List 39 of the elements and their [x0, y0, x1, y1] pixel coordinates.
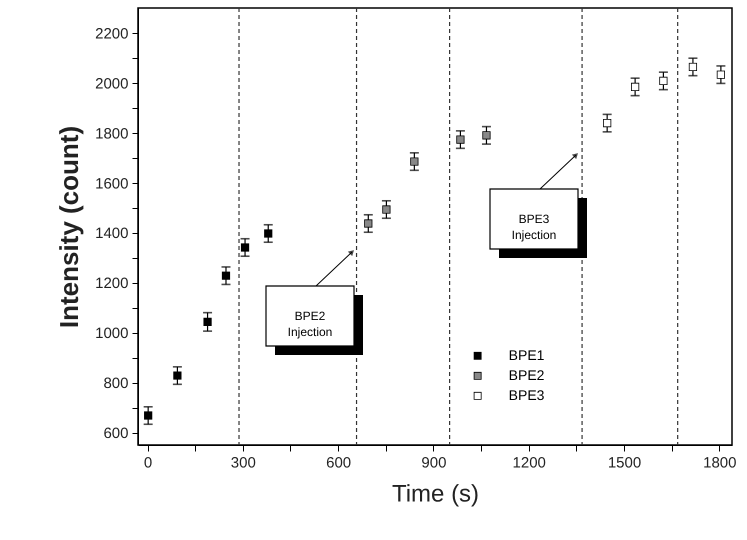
annotation: BPE3 Injection	[512, 212, 556, 242]
point	[631, 82, 640, 92]
point	[482, 131, 491, 140]
y-axis-title: Intensity (count)	[54, 126, 84, 328]
y-tick-label: 1000	[95, 325, 128, 342]
point	[173, 371, 182, 380]
legend-label: BPE3	[508, 386, 545, 403]
x-tick-label: 0	[144, 454, 152, 472]
point	[456, 135, 465, 144]
point	[410, 157, 418, 166]
point	[240, 243, 250, 252]
point	[688, 62, 698, 72]
x-tick-label: 1500	[608, 454, 642, 472]
annotation: BPE2 Injection	[288, 309, 332, 339]
x-axis-title: Time (s)	[392, 480, 480, 508]
point	[203, 318, 212, 326]
y-tick-label: 1600	[95, 175, 128, 192]
y-tick-label: 2200	[95, 25, 128, 42]
x-tick-label: 1200	[512, 454, 546, 472]
y-tick-label: 1400	[95, 225, 128, 242]
point	[659, 76, 668, 86]
point	[264, 229, 272, 238]
x-tick-label: 600	[326, 454, 352, 472]
point	[364, 219, 372, 228]
point	[144, 411, 152, 420]
legend-label: BPE2	[508, 366, 545, 383]
y-tick-label: 2000	[95, 75, 128, 92]
point	[716, 70, 725, 79]
x-tick-label: 900	[421, 454, 446, 472]
x-tick-label: 300	[230, 454, 256, 472]
y-tick-label: 1800	[95, 125, 128, 142]
legend-label: BPE1	[508, 346, 545, 363]
y-tick-label: 800	[103, 375, 128, 392]
point	[603, 119, 612, 128]
point	[382, 205, 391, 214]
point	[222, 272, 230, 280]
x-tick-label: 1800	[703, 454, 736, 472]
y-tick-label: 600	[103, 425, 128, 442]
y-tick-label: 1200	[95, 275, 128, 292]
